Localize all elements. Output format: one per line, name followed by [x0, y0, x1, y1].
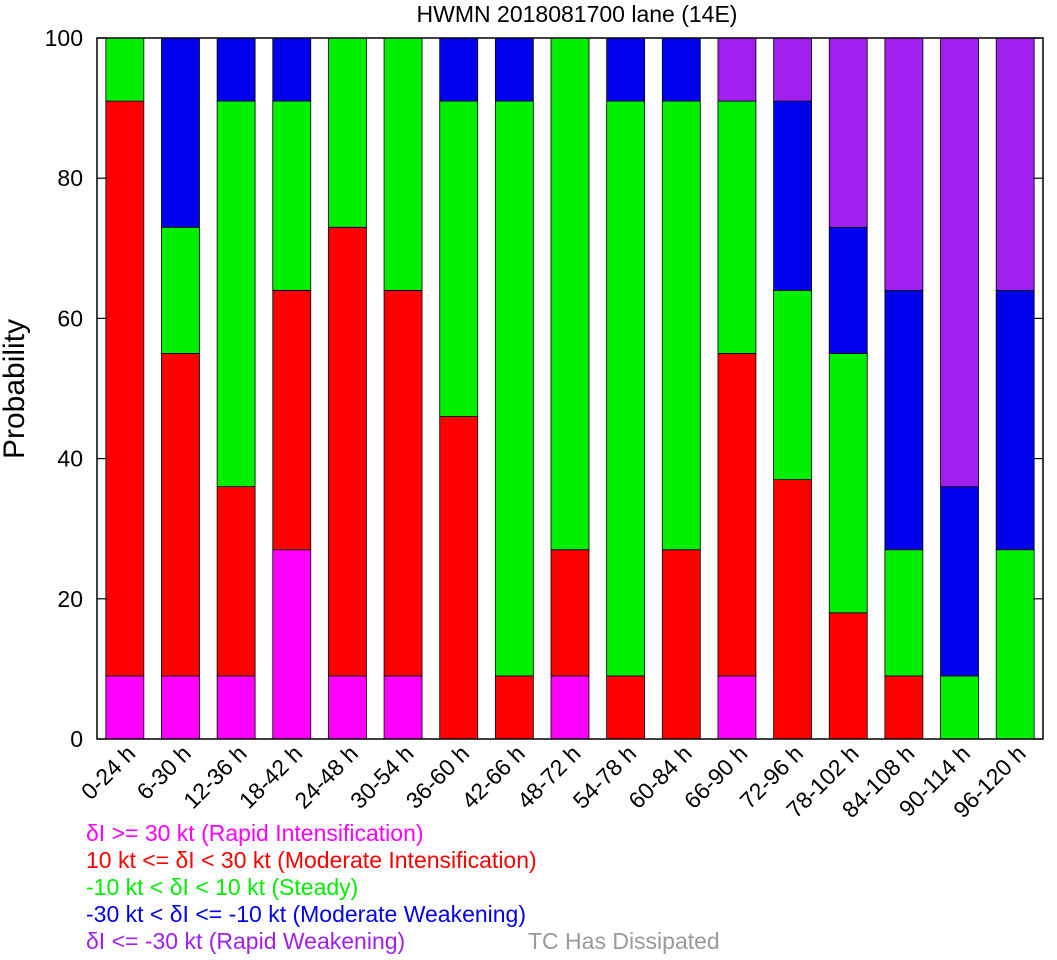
bar-segment-steady [328, 37, 367, 228]
bar-segment-steady [606, 100, 646, 677]
y-tick-label: 40 [57, 446, 83, 472]
bar-segment-ri [105, 675, 145, 740]
bar-segment-steady [828, 353, 868, 614]
bar-segment-mw [995, 289, 1035, 551]
bar-segment-mi [717, 353, 757, 677]
plot-frame [96, 37, 1044, 740]
bar-segment-steady [661, 100, 701, 551]
bar-segment-mw [884, 289, 924, 551]
y-tick-label: 20 [57, 586, 83, 612]
chart-title: HWMN 2018081700 lane (14E) [417, 1, 738, 27]
bar-segment-mi [661, 549, 701, 740]
bar-segment-mw [272, 37, 312, 102]
bar-segment-steady [773, 289, 812, 481]
bar-segment-ri [550, 675, 590, 740]
bar-segment-mi [494, 675, 534, 740]
legend-entry-moderate-intensification: 10 kt <= δI < 30 kt (Moderate Intensific… [86, 847, 537, 873]
bar-segment-rw [828, 37, 868, 228]
bar-segment-steady [216, 100, 256, 488]
bar-segment-mi [550, 549, 590, 677]
bar-segment-ri [383, 675, 423, 740]
x-tick-label: 0-24 h [76, 740, 141, 805]
bar-segment-steady [439, 100, 479, 417]
bar-segment-ri [328, 675, 367, 740]
bar-segment-ri [161, 675, 200, 740]
bar-segment-mw [439, 37, 479, 102]
y-tick-label: 100 [45, 25, 83, 51]
bar-segment-mi [272, 289, 312, 551]
bar-segment-steady [161, 226, 200, 354]
y-axis-label: Probability [0, 319, 31, 459]
bar-segment-rw [773, 37, 812, 102]
bar-segment-mi [439, 416, 479, 740]
bar-segment-mw [216, 37, 256, 102]
bar-segment-steady [717, 100, 757, 354]
bar-segment-mi [216, 486, 256, 677]
bar-segment-steady [105, 37, 145, 102]
bar-segment-rw [940, 37, 979, 488]
bars-group [105, 37, 1035, 740]
bar-segment-mw [661, 37, 701, 102]
legend-entry-rapid-weakening: δI <= -30 kt (Rapid Weakening) [86, 928, 406, 954]
bar-segment-mi [383, 289, 423, 677]
bar-segment-ri [216, 675, 256, 740]
y-tick-label: 60 [57, 305, 83, 331]
bar-segment-rw [995, 37, 1035, 291]
legend: δI >= 30 kt (Rapid Intensification) 10 k… [86, 820, 537, 955]
bar-segment-rw [717, 37, 757, 102]
bar-segment-mw [828, 226, 868, 354]
bar-segment-steady [383, 37, 423, 291]
bar-segment-mw [773, 100, 812, 291]
bar-segment-rw [884, 37, 924, 291]
legend-entry-steady: -10 kt < δI < 10 kt (Steady) [86, 874, 359, 900]
bar-segment-steady [995, 549, 1035, 740]
x-tick-labels-group: 0-24 h6-30 h12-36 h18-42 h24-48 h30-54 h… [76, 740, 1031, 823]
bar-segment-ri [272, 549, 312, 740]
bar-segment-mw [606, 37, 646, 102]
bar-segment-mw [161, 37, 200, 228]
bar-segment-mi [606, 675, 646, 740]
y-tick-label: 80 [57, 165, 83, 191]
bar-segment-mw [494, 37, 534, 102]
bar-segment-mi [328, 226, 367, 677]
bar-segment-mi [828, 612, 868, 740]
bar-segment-steady [272, 100, 312, 291]
bar-segment-mw [940, 486, 979, 677]
legend-entry-rapid-intensification: δI >= 30 kt (Rapid Intensification) [86, 820, 424, 846]
bar-segment-steady [940, 675, 979, 740]
y-tick-label: 0 [70, 726, 83, 752]
bar-segment-mi [773, 479, 812, 740]
bar-segment-mi [105, 100, 145, 677]
bar-segment-steady [494, 100, 534, 677]
bar-segment-ri [717, 675, 757, 740]
bar-segment-steady [550, 37, 590, 551]
bar-segment-mi [884, 675, 924, 740]
dissipated-label: TC Has Dissipated [528, 928, 720, 954]
bar-segment-steady [884, 549, 924, 677]
bar-segment-mi [161, 353, 200, 677]
y-ticks-group: 0 20 40 60 80 100 [45, 25, 1043, 752]
legend-entry-moderate-weakening: -30 kt < δI <= -10 kt (Moderate Weakenin… [86, 901, 527, 927]
